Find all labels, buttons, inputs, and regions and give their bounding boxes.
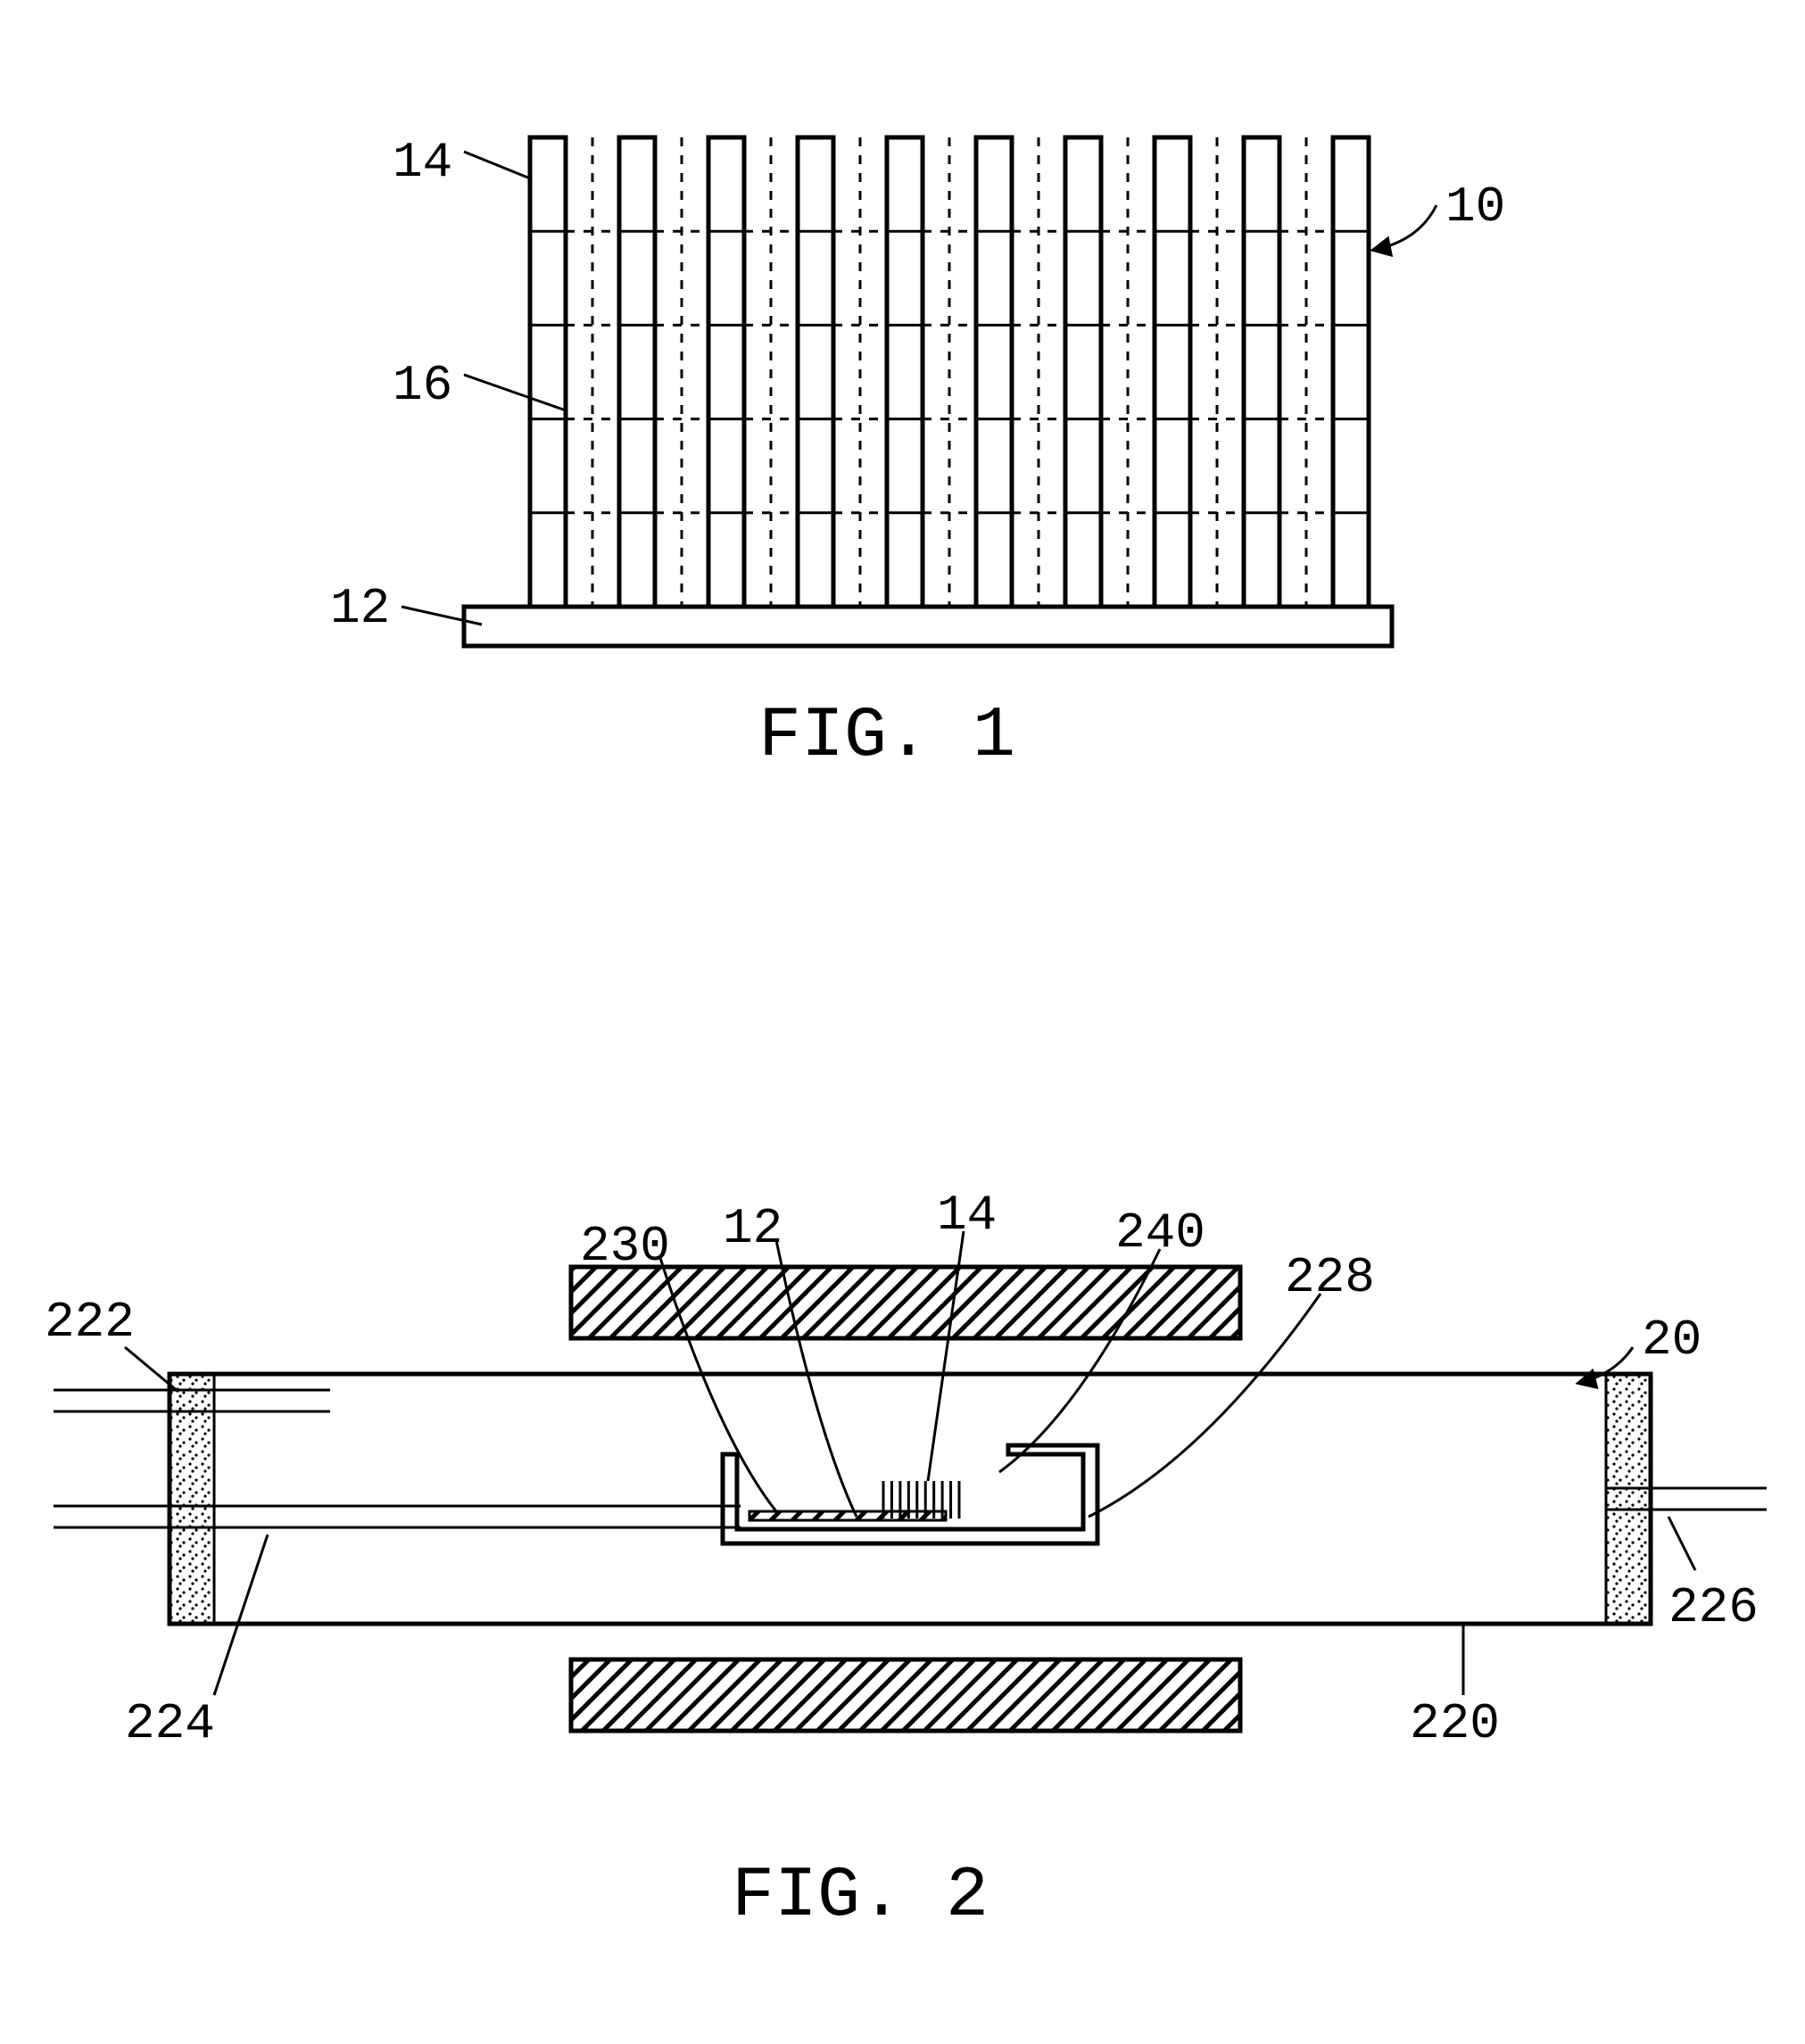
fig2-ref-222: 222 — [45, 1294, 135, 1351]
fig2-ref-226: 226 — [1668, 1579, 1759, 1636]
fig1-ref-16: 16 — [393, 357, 452, 414]
fig2-ref-230: 230 — [580, 1218, 670, 1275]
fig2-boat — [723, 1445, 1097, 1543]
fig2-ref-228: 228 — [1285, 1249, 1375, 1306]
fig1-arrow-10 — [1374, 205, 1437, 250]
fig2-end-right — [1606, 1374, 1651, 1624]
fig1-fin — [798, 137, 833, 607]
fig1-ref-14: 14 — [393, 134, 452, 191]
fig2-heater-upper — [571, 1267, 1240, 1338]
fig1-fin — [976, 137, 1012, 607]
fig2-ref-20: 20 — [1642, 1312, 1702, 1369]
fig2-ref-240: 240 — [1115, 1204, 1205, 1262]
fig1-fin — [530, 137, 566, 607]
fig1-fin — [1155, 137, 1190, 607]
fig2-heater-lower — [571, 1659, 1240, 1731]
fig2-ref-12: 12 — [723, 1200, 782, 1257]
fig2-tube — [170, 1374, 1651, 1624]
fig1-fin — [708, 137, 744, 607]
fig2-ref-14: 14 — [937, 1187, 997, 1244]
fig1-fin — [1333, 137, 1369, 607]
patent-figures — [0, 0, 1805, 2044]
fig1-ref-10: 10 — [1445, 178, 1505, 236]
fig1-fin — [1244, 137, 1279, 607]
fig2-ref-224: 224 — [125, 1695, 215, 1752]
fig1-fin — [887, 137, 923, 607]
fig2-ref-220: 220 — [1410, 1695, 1500, 1752]
fig1-fin — [619, 137, 655, 607]
fig1-ref-12: 12 — [330, 580, 390, 637]
fig1-fin — [1065, 137, 1101, 607]
fig2-caption: FIG. 2 — [732, 1856, 989, 1937]
fig1-base — [464, 607, 1392, 646]
fig1-caption: FIG. 1 — [758, 696, 1015, 777]
